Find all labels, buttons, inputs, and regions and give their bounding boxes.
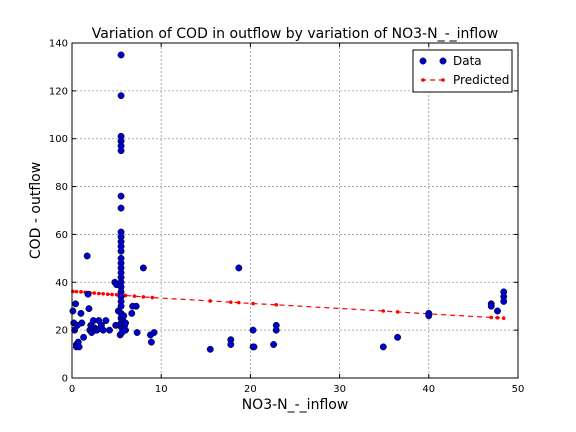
plot-area-frame: [71, 42, 519, 379]
data-point: [85, 305, 93, 313]
predicted-point: [237, 300, 241, 305]
x-tick-label: 20: [244, 384, 257, 395]
legend-marker-predicted: [441, 78, 445, 82]
data-point: [75, 343, 83, 351]
predicted-point: [96, 291, 101, 296]
predicted-point: [150, 295, 155, 300]
data-point: [117, 147, 125, 155]
data-point: [235, 264, 243, 272]
data-point: [72, 300, 80, 308]
data-point: [77, 309, 85, 317]
data-point: [122, 319, 129, 327]
data-point: [133, 329, 141, 336]
predicted-point: [92, 291, 97, 295]
data-point: [272, 326, 280, 334]
data-point: [147, 338, 155, 346]
predicted-point: [381, 309, 386, 313]
data-point: [106, 326, 113, 334]
data-point: [227, 341, 235, 348]
axis-ticks: 0 10 20 30 40 50 0 20 40 60 80 100 120 140: [49, 39, 524, 396]
data-point: [494, 307, 501, 315]
data-point: [102, 317, 110, 325]
predicted-point: [114, 292, 119, 297]
data-point: [425, 309, 433, 317]
data-point: [117, 192, 125, 200]
data-point: [206, 345, 214, 353]
legend-marker-data: [419, 57, 427, 65]
data-point: [122, 326, 129, 334]
data-point: [487, 302, 495, 310]
y-tick-label: 20: [55, 326, 68, 337]
predicted-point: [395, 310, 400, 314]
predicted-point: [489, 315, 494, 320]
legend-marker-data: [439, 57, 447, 65]
y-axis-label: COD - outflow: [28, 162, 44, 259]
chart-title: Variation of COD in outflow by variation…: [92, 26, 498, 42]
predicted-point: [495, 315, 500, 320]
data-point: [80, 333, 88, 341]
legend-label-predicted: Predicted: [453, 73, 509, 87]
predicted-point: [132, 294, 137, 298]
data-point: [69, 307, 77, 315]
grid-lines: [72, 43, 518, 378]
y-tick-label: 40: [55, 278, 68, 289]
x-tick-label: 50: [512, 384, 525, 395]
y-tick-label: 60: [55, 230, 68, 241]
data-point: [83, 252, 91, 260]
x-tick-label: 30: [333, 384, 346, 395]
predicted-point: [251, 301, 255, 306]
data-point: [117, 51, 125, 59]
data-series: [69, 51, 508, 353]
data-point: [117, 302, 125, 310]
data-point: [84, 290, 92, 298]
data-point: [78, 319, 86, 327]
data-point: [117, 92, 125, 100]
y-tick-label: 100: [49, 134, 68, 145]
data-point: [139, 264, 147, 272]
predicted-point: [274, 302, 279, 307]
legend-label-data: Data: [453, 54, 482, 68]
legend-marker-predicted: [421, 78, 425, 82]
data-point: [150, 329, 158, 336]
data-point: [120, 312, 128, 320]
predicted-point: [141, 295, 146, 299]
predicted-point: [105, 292, 110, 297]
predicted-point: [228, 300, 233, 304]
x-axis-label: NO3-N_-_inflow: [242, 397, 349, 413]
predicted-point: [110, 292, 114, 297]
y-tick-label: 80: [55, 182, 68, 193]
y-tick-label: 0: [62, 374, 68, 385]
y-tick-label: 120: [49, 86, 68, 97]
data-point: [394, 333, 402, 341]
legend-box: [412, 49, 513, 93]
y-tick-label: 140: [49, 39, 68, 50]
data-point: [117, 204, 125, 212]
predicted-point: [501, 316, 506, 320]
data-point: [250, 343, 258, 351]
predicted-point: [101, 291, 106, 296]
legend: Data Predicted: [412, 49, 513, 93]
x-tick-label: 10: [155, 384, 168, 395]
legend-entry-predicted: Predicted: [421, 73, 509, 87]
legend-entry-data: Data: [419, 54, 482, 68]
data-point: [132, 302, 140, 310]
data-point: [99, 326, 107, 334]
data-point: [270, 341, 278, 348]
data-point: [117, 247, 125, 255]
predicted-point: [79, 290, 83, 294]
predicted-point: [74, 289, 79, 294]
predicted-point: [208, 299, 213, 303]
data-point: [500, 297, 508, 305]
x-tick-label: 0: [69, 384, 75, 395]
predicted-point: [123, 293, 128, 298]
x-tick-label: 40: [422, 384, 435, 395]
data-point: [249, 326, 257, 334]
data-point: [128, 309, 136, 317]
data-point: [379, 343, 387, 351]
